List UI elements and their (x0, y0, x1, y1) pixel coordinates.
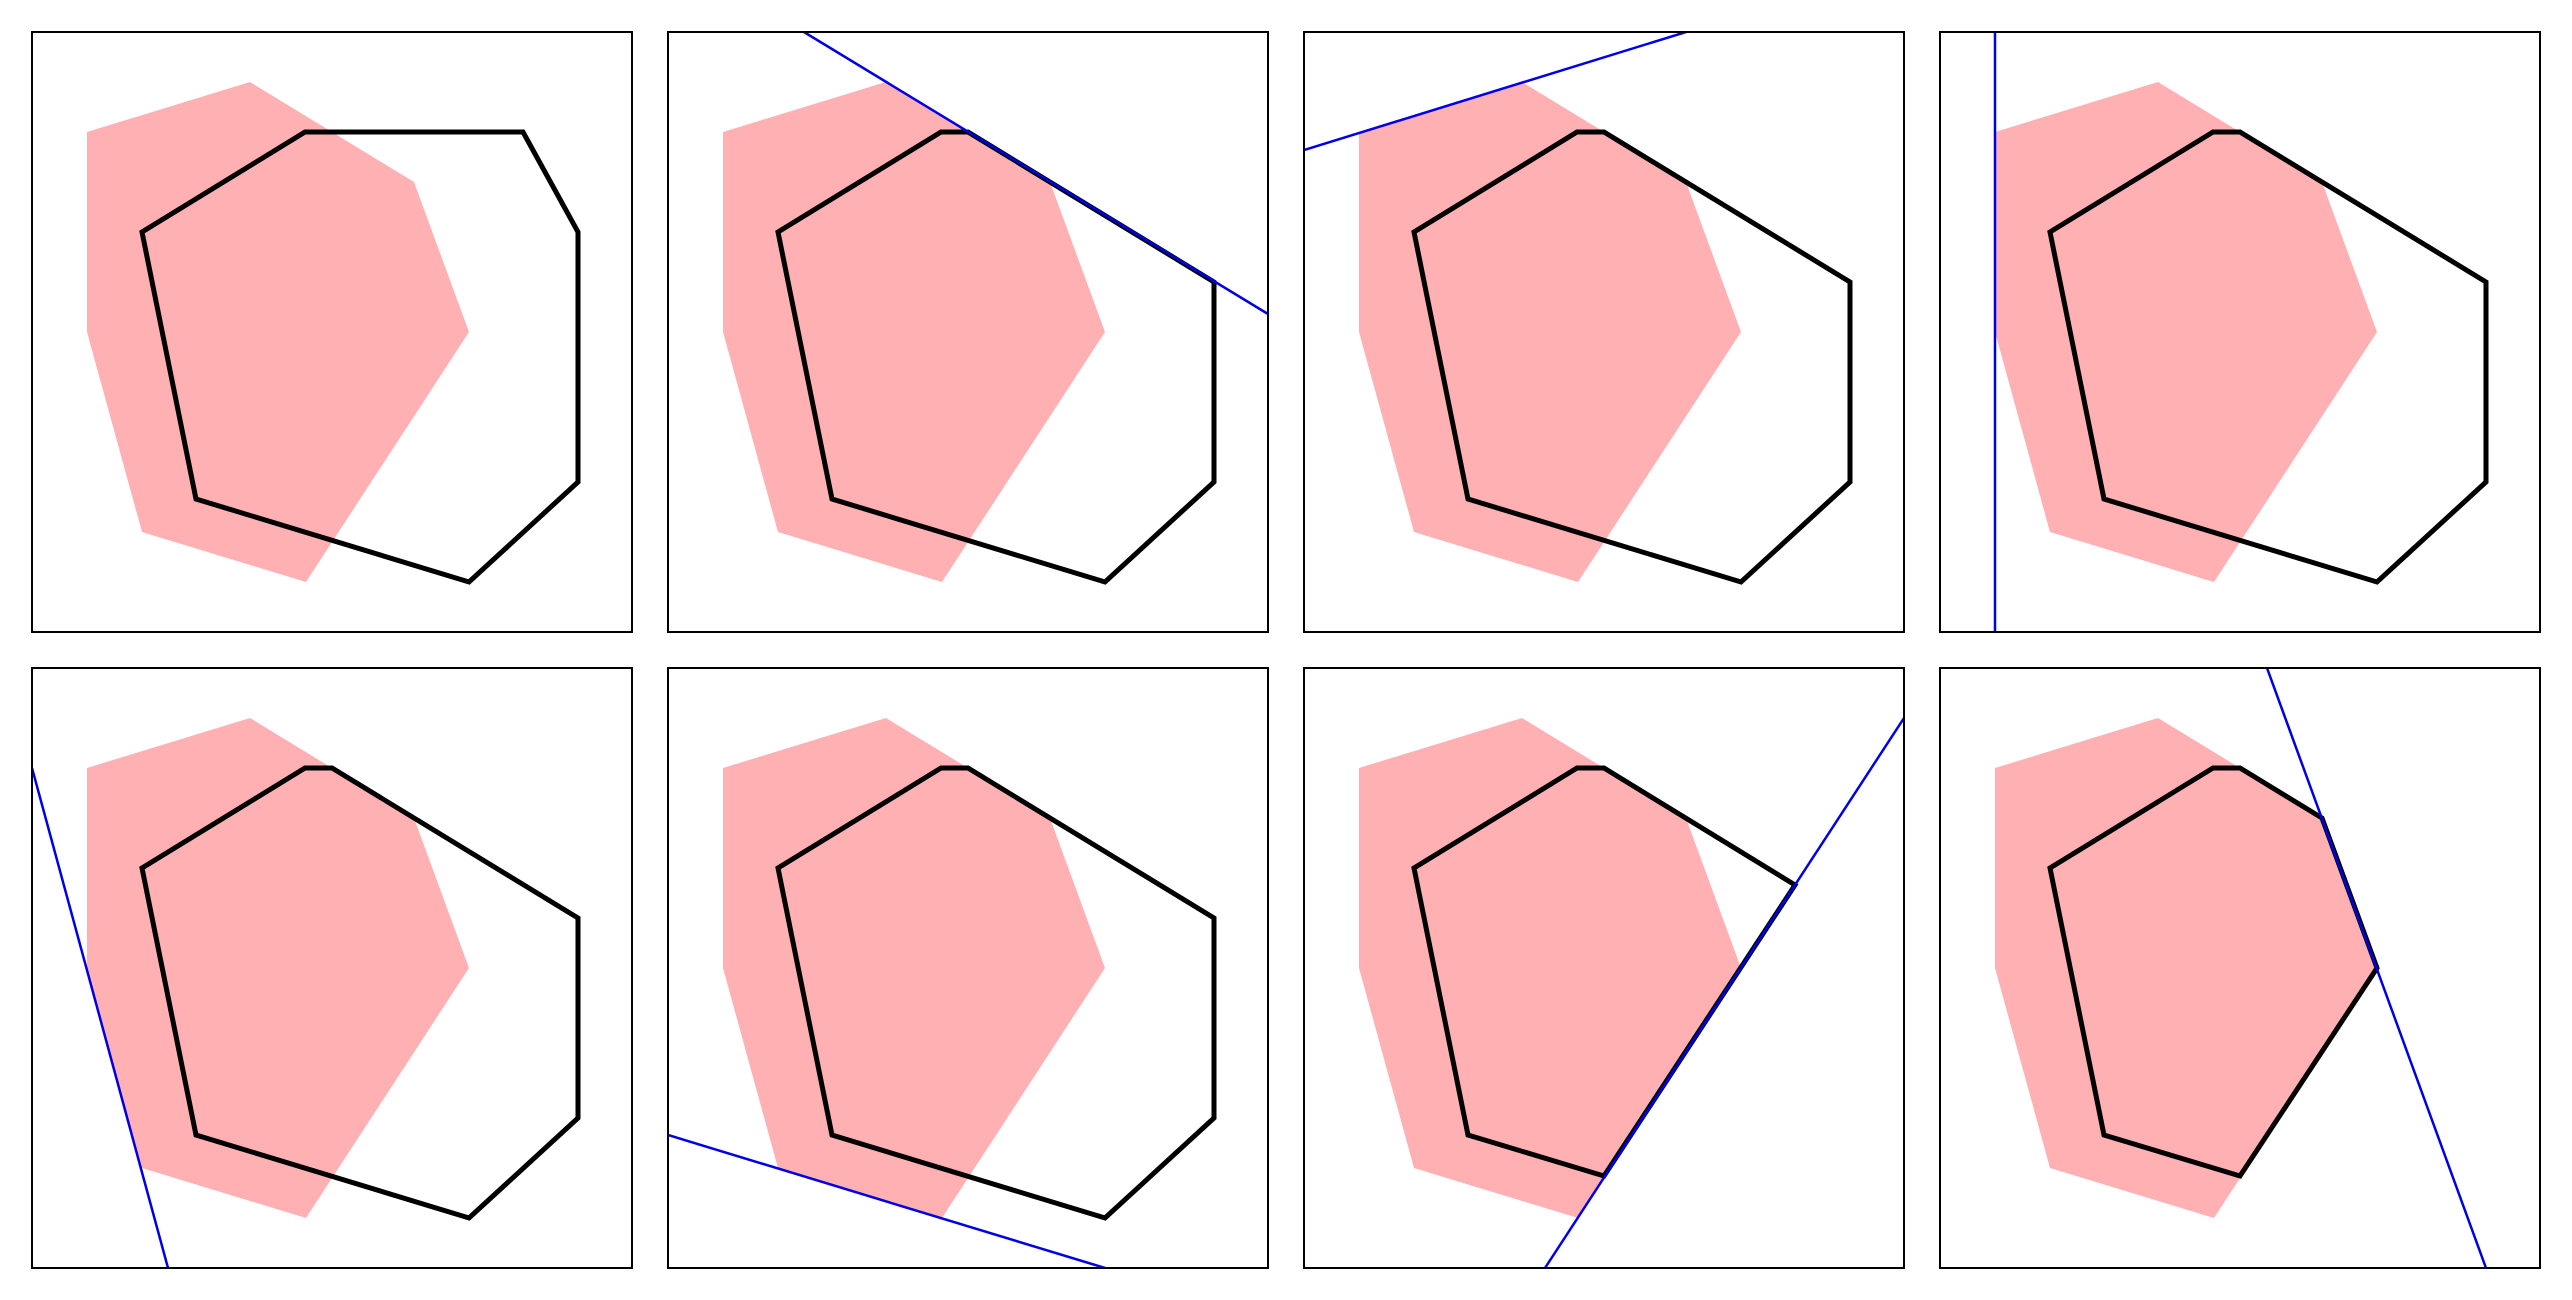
clip-edge-line (32, 767, 170, 1268)
panel-step-2 (1303, 31, 1905, 633)
panel-border (1939, 667, 2541, 1269)
panel-step-0 (31, 31, 633, 633)
panel-step-1 (667, 31, 1269, 633)
panel-step-6 (1303, 667, 1905, 1269)
panel-border (667, 667, 1269, 1269)
panel-step-4 (31, 667, 633, 1269)
panel-step-7 (1939, 667, 2541, 1269)
result-polygon (139, 765, 581, 1221)
result-polygon (1411, 129, 1853, 585)
panel-border (31, 31, 633, 633)
result-polygon (775, 765, 1217, 1221)
panel-border (1303, 667, 1905, 1269)
panel-border (1303, 31, 1905, 633)
result-polygon (139, 129, 581, 585)
clip-edge-line (668, 1133, 1106, 1268)
result-polygon (2047, 129, 2489, 585)
panel-border (1939, 31, 2541, 633)
clip-edge-line (1304, 32, 1687, 152)
clip-edge-line (1543, 717, 1904, 1268)
panel-border (31, 667, 633, 1269)
panel-step-5 (667, 667, 1269, 1269)
panel-border (667, 31, 1269, 633)
panel-step-3 (1939, 31, 2541, 633)
result-polygon (775, 129, 1217, 585)
clip-edge-line (2265, 668, 2488, 1268)
clip-edge-line (803, 32, 1268, 316)
